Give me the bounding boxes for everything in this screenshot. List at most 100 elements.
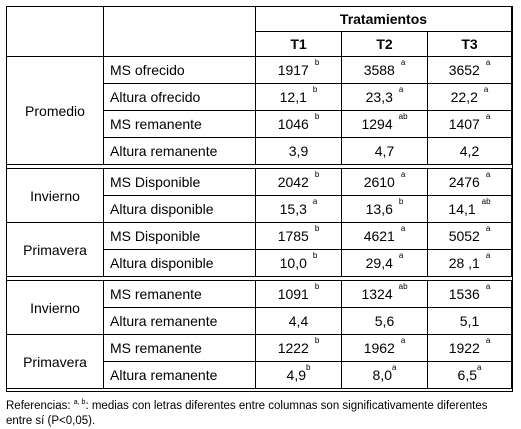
cell-value-wrap: 1091 b [277, 283, 320, 302]
cell-value-wrap: 12,1 b [279, 86, 318, 105]
significance-letter: b [312, 251, 318, 261]
table-cell: 4,4 [256, 308, 342, 335]
cell-value-wrap: 2610 a [363, 171, 406, 190]
cell-value: 1917 [277, 62, 309, 78]
row-label: Altura ofrecido [104, 84, 256, 111]
cell-value: 12,1 [279, 89, 307, 105]
cell-value-wrap: 1294 ab [361, 113, 407, 132]
cell-value: 1294 [361, 116, 393, 132]
cell-value: 1222 [277, 340, 309, 356]
cell-value: 4,9 [286, 367, 306, 383]
cell-value-wrap: 1407 a [449, 113, 491, 131]
cell-value-wrap: 29,4 a [365, 252, 404, 271]
cell-value-wrap: 4,9b [286, 364, 311, 383]
cell-value-wrap: 1785 b [277, 225, 320, 244]
cell-value: 1046 [277, 116, 309, 132]
significance-letter: a [312, 197, 318, 207]
cell-value: 2610 [363, 174, 395, 190]
table-cell: 1536 a [428, 281, 512, 308]
cell-value: 23,3 [365, 89, 393, 105]
significance-letter: ab [398, 282, 408, 292]
cell-value: 6,5 [457, 367, 477, 383]
table-cell: 6,5a [428, 362, 512, 389]
cell-value: 28 ,1 [448, 255, 480, 271]
cell-value: 5,1 [459, 313, 480, 329]
table-cell: 1091 b [256, 281, 342, 308]
row-label: Altura remanente [104, 138, 256, 165]
cell-value: 4,4 [288, 313, 309, 329]
significance-letter: a [485, 251, 491, 261]
cell-value-wrap: 22,2 a [450, 86, 489, 105]
table-cell: 23,3 a [342, 84, 428, 111]
row-label: MS remanente [104, 335, 256, 362]
section-group-label: Primavera [7, 335, 104, 389]
row-label: Altura disponible [104, 250, 256, 277]
cell-value-wrap: 5,6 [375, 314, 394, 328]
significance-letter: b [314, 112, 320, 122]
cell-value-wrap: 2042 b [278, 171, 320, 189]
row-label: MS remanente [104, 281, 256, 308]
section-divider [7, 277, 512, 281]
cell-value-wrap: 1222 b [277, 337, 320, 356]
row-label: MS Disponible [104, 169, 256, 196]
cell-value: 1324 [361, 286, 393, 302]
table-cell: 4,9b [256, 362, 342, 389]
table-cell: 8,0a [342, 362, 428, 389]
cell-value-wrap: 5052 a [449, 225, 491, 243]
table-cell: 1222 b [256, 335, 342, 362]
cell-value: 1091 [277, 286, 309, 302]
table-cell: 1962 a [342, 335, 428, 362]
table-cell: 1407 a [428, 111, 512, 138]
cell-value-wrap: 14,1 ab [448, 198, 490, 217]
table-cell: 2042 b [256, 169, 342, 196]
table-cell: 1324 ab [342, 281, 428, 308]
row-label: MS Disponible [104, 223, 256, 250]
row-label: MS ofrecido [104, 57, 256, 84]
cell-value: 14,1 [448, 201, 476, 217]
cell-value-wrap: 1324 ab [361, 283, 407, 302]
table-cell: 5,6 [342, 308, 428, 335]
table-cell: 28 ,1 a [428, 250, 512, 277]
significance-letter: b [314, 336, 320, 346]
header-col-t1: T1 [256, 32, 342, 57]
cell-value: 22,2 [450, 89, 478, 105]
table-cell: 3588 a [342, 57, 428, 84]
footnote-text: : medias con letras diferentes entre col… [6, 399, 488, 427]
significance-letter: a [392, 363, 397, 373]
row-label: Altura remanente [104, 308, 256, 335]
significance-letter: b [314, 282, 320, 292]
cell-value-wrap: 3588 a [364, 59, 406, 77]
table-cell: 12,1 b [256, 84, 342, 111]
cell-value-wrap: 4,7 [375, 144, 394, 158]
cell-value: 4,2 [459, 143, 480, 159]
cell-value-wrap: 3652 a [448, 59, 491, 78]
row-label: Altura disponible [104, 196, 256, 223]
cell-value-wrap: 1917 b [277, 59, 320, 78]
cell-value: 13,6 [365, 201, 393, 217]
header-empty [7, 7, 104, 57]
cell-value: 3652 [448, 62, 480, 78]
results-table: Tratamientos T1 T2 T3 Promedio MS ofrecido 191… [6, 6, 513, 392]
table-cell: 1294 ab [342, 111, 428, 138]
section-group-label: Invierno [7, 169, 104, 223]
header-col-t2: T2 [342, 32, 428, 57]
section-group-label: Primavera [7, 223, 104, 277]
header-col-t3: T3 [428, 32, 512, 57]
cell-value: 1785 [277, 228, 309, 244]
significance-letter: b [314, 224, 320, 234]
table-cell: 2476 a [428, 169, 512, 196]
table-cell: 4621 a [342, 223, 428, 250]
header-group: Tratamientos [256, 7, 512, 32]
cell-value-wrap: 1046 b [277, 113, 320, 132]
table-cell: 14,1 ab [428, 196, 512, 223]
cell-value-wrap: 8,0a [373, 364, 397, 382]
cell-value-wrap: 6,5a [457, 364, 482, 383]
significance-letter: ab [481, 197, 491, 207]
cell-value: 3,9 [288, 143, 309, 159]
cell-value-wrap: 1922 a [449, 337, 491, 355]
cell-value: 29,4 [365, 255, 393, 271]
cell-value-wrap: 10,0 b [280, 252, 318, 270]
cell-value: 2476 [448, 174, 480, 190]
cell-value: 15,3 [279, 201, 307, 217]
significance-letter: b [314, 58, 320, 68]
